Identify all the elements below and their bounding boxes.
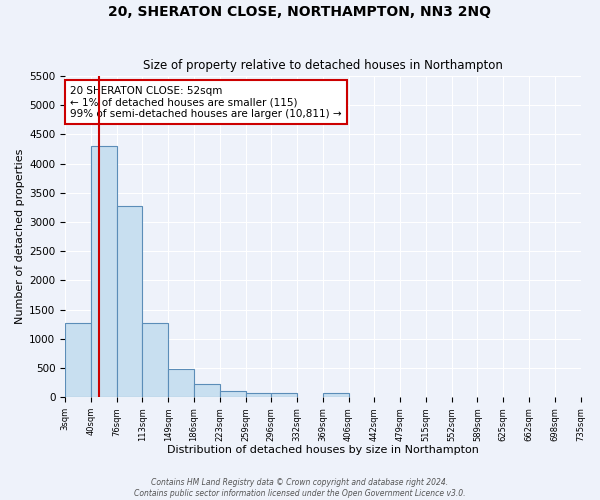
X-axis label: Distribution of detached houses by size in Northampton: Distribution of detached houses by size … (167, 445, 479, 455)
Y-axis label: Number of detached properties: Number of detached properties (15, 149, 25, 324)
Text: 20, SHERATON CLOSE, NORTHAMPTON, NN3 2NQ: 20, SHERATON CLOSE, NORTHAMPTON, NN3 2NQ (109, 5, 491, 19)
Bar (323, 393, 349, 397)
Bar (194, 384, 220, 397)
Text: 20 SHERATON CLOSE: 52sqm
← 1% of detached houses are smaller (115)
99% of semi-d: 20 SHERATON CLOSE: 52sqm ← 1% of detache… (70, 86, 342, 119)
Bar (65, 323, 91, 397)
Text: Contains HM Land Registry data © Crown copyright and database right 2024.
Contai: Contains HM Land Registry data © Crown c… (134, 478, 466, 498)
Bar (116, 206, 142, 397)
Bar (168, 369, 194, 397)
Bar (271, 393, 297, 397)
Bar (220, 392, 245, 397)
Title: Size of property relative to detached houses in Northampton: Size of property relative to detached ho… (143, 59, 503, 72)
Bar (245, 393, 271, 397)
Bar (91, 146, 116, 397)
Bar (142, 323, 168, 397)
